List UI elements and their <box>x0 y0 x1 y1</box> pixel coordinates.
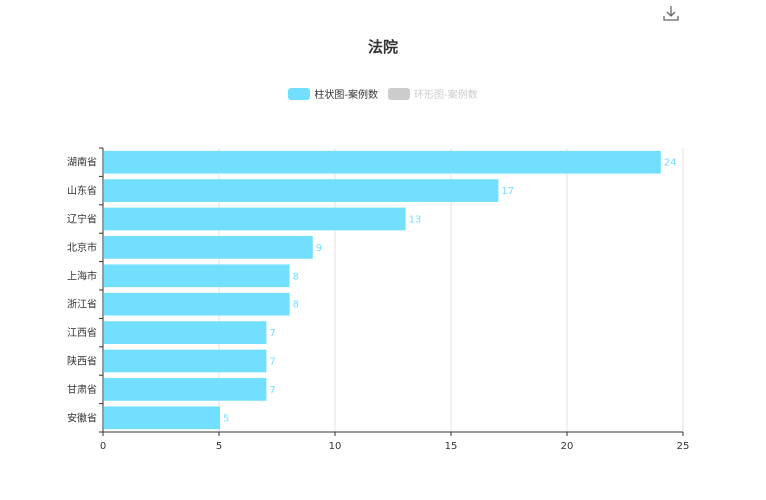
y-tick-label: 湖南省 <box>67 156 97 169</box>
x-tick-label: 25 <box>677 441 690 452</box>
data-label: 9 <box>316 243 322 254</box>
data-label: 17 <box>501 186 514 197</box>
y-tick-label: 甘肃省 <box>67 383 97 396</box>
y-tick-label: 上海市 <box>67 269 97 282</box>
bar[interactable] <box>104 349 267 373</box>
bar[interactable] <box>104 236 313 259</box>
y-tick-label: 辽宁省 <box>67 213 97 226</box>
y-tick-label: 北京市 <box>67 241 97 254</box>
bar[interactable] <box>104 378 267 401</box>
y-tick-label: 陕西省 <box>67 355 97 368</box>
data-label: 24 <box>664 158 677 169</box>
x-tick-label: 15 <box>445 441 458 452</box>
download-icon[interactable] <box>662 4 680 22</box>
x-tick-label: 5 <box>216 441 222 452</box>
legend-item-ring[interactable]: 环形图-案例数 <box>388 86 478 101</box>
bar[interactable] <box>104 179 499 202</box>
data-label: 8 <box>293 271 299 282</box>
bar[interactable] <box>104 150 661 174</box>
bar[interactable] <box>104 321 267 344</box>
bar[interactable] <box>104 264 290 288</box>
data-label: 7 <box>269 357 275 368</box>
y-tick-label: 安徽省 <box>67 411 97 424</box>
y-tick-label: 山东省 <box>67 184 97 197</box>
bar[interactable] <box>104 207 406 231</box>
legend-item-bar[interactable]: 柱状图-案例数 <box>288 86 378 101</box>
chart-title: 法院 <box>367 38 398 56</box>
data-label: 7 <box>269 328 275 339</box>
legend-swatch-ring <box>388 87 410 100</box>
data-label: 7 <box>269 385 275 396</box>
x-tick-label: 10 <box>329 441 342 452</box>
data-label: 13 <box>409 215 422 226</box>
legend-label-ring: 环形图-案例数 <box>414 90 478 101</box>
bar[interactable] <box>104 406 220 430</box>
bar[interactable] <box>104 292 290 316</box>
y-tick-label: 江西省 <box>67 326 97 339</box>
data-label: 8 <box>293 300 299 311</box>
legend-label-bar: 柱状图-案例数 <box>314 90 378 101</box>
x-tick-label: 0 <box>100 441 106 452</box>
legend: 柱状图-案例数 环形图-案例数 <box>0 86 766 101</box>
data-label: 5 <box>223 413 229 424</box>
y-tick-label: 浙江省 <box>67 298 97 311</box>
x-tick-label: 20 <box>561 441 574 452</box>
legend-swatch-bar <box>288 87 311 100</box>
